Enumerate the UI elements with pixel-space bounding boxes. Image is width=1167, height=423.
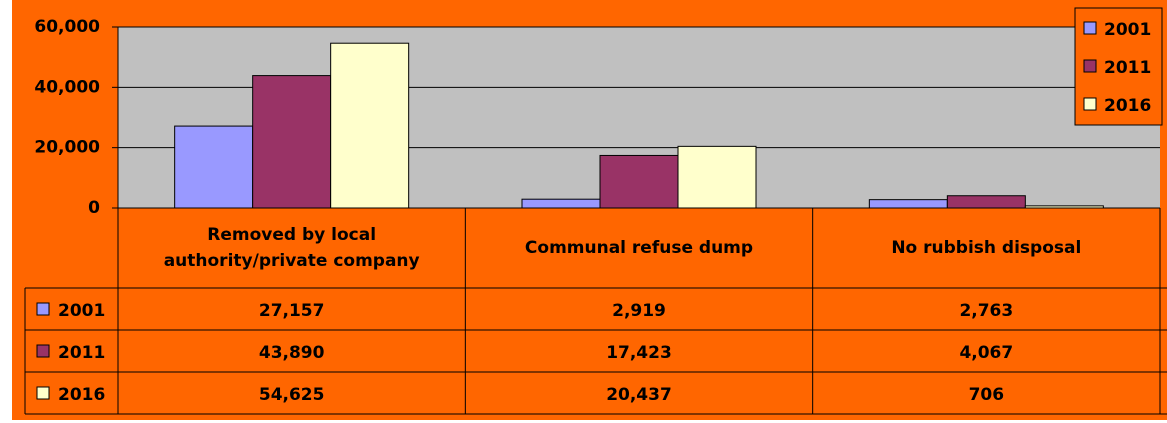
x-tick-label: Removed by local authority/private compa… [163, 225, 420, 271]
legend-label: 2016 [58, 385, 105, 405]
x-tick-label: Communal refuse dump [524, 238, 754, 258]
bar [677, 145, 757, 209]
bar [946, 195, 1026, 209]
legend-key [36, 344, 50, 358]
legend-label: 2011 [58, 343, 105, 363]
legend-label: 2016 [1104, 96, 1151, 116]
table-value: 54,625 [259, 385, 325, 405]
table-value: 27,157 [259, 301, 325, 321]
category-cell: No rubbish disposal [891, 238, 1082, 258]
y-tick-label: 20,000 [34, 138, 100, 158]
table-value: 20,437 [606, 385, 672, 405]
legend-key [36, 386, 50, 400]
legend-label: 2011 [1104, 58, 1151, 78]
bar [330, 42, 410, 209]
table-value: 4,067 [959, 343, 1013, 363]
legend-label: 2001 [58, 301, 105, 321]
category-cell: Removed by local authority/private compa… [163, 225, 420, 271]
table-value: 17,423 [606, 343, 672, 363]
legend-label: 2001 [1104, 20, 1151, 40]
bar [174, 125, 254, 209]
category-cell: Communal refuse dump [524, 238, 754, 258]
legend-key [1083, 21, 1097, 35]
bar [252, 75, 332, 209]
bar [868, 199, 948, 209]
legend-key [1083, 59, 1097, 73]
legend-key [36, 302, 50, 316]
y-tick-label: 40,000 [34, 77, 100, 97]
table-value: 43,890 [259, 343, 325, 363]
bar [521, 198, 601, 209]
bar [599, 154, 679, 209]
table-value: 2,763 [959, 301, 1013, 321]
x-tick-label: No rubbish disposal [891, 238, 1082, 258]
legend-key [1083, 97, 1097, 111]
table-value: 2,919 [612, 301, 666, 321]
y-tick-label: 0 [88, 198, 100, 218]
table-value: 706 [969, 385, 1005, 405]
y-tick-label: 60,000 [34, 17, 100, 37]
